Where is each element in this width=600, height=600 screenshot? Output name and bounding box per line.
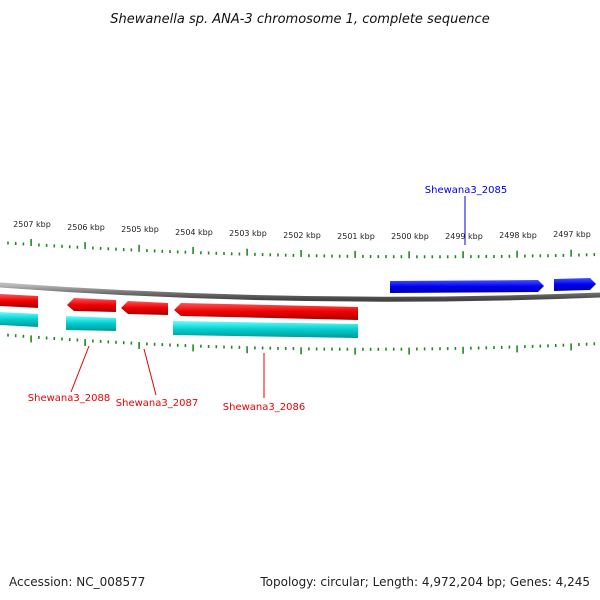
gene-label-shewana3-2086[interactable]: Shewana3_2086 (223, 402, 305, 413)
feature-block-shewana3-2088[interactable] (66, 316, 116, 331)
gene-arrow-shewana3-2087[interactable] (121, 301, 168, 315)
leader-line-shewana3-2088 (70, 345, 90, 393)
ruler-label: 2501 kbp (337, 232, 375, 241)
gene-arrow-shewana3-2085[interactable] (390, 280, 544, 293)
ruler-label: 2503 kbp (229, 229, 267, 238)
feature-block-shewana3-2086[interactable] (173, 321, 358, 338)
gene-label-shewana3-2085[interactable]: Shewana3_2085 (425, 185, 507, 196)
gene-label-shewana3-2087[interactable]: Shewana3_2087 (116, 398, 198, 409)
ruler-label: 2497 kbp (553, 230, 591, 239)
ruler-label: 2502 kbp (283, 231, 321, 240)
upper-tick-ruler (7, 239, 596, 259)
ruler-label: 2506 kbp (67, 223, 105, 232)
ruler-label: 2500 kbp (391, 232, 429, 241)
leader-line-shewana3-2087 (143, 348, 157, 396)
ruler-labels: 2507 kbp 2506 kbp 2505 kbp 2504 kbp 2503… (13, 220, 591, 241)
gene-arrow-partial-right[interactable] (554, 278, 596, 291)
ruler-label: 2505 kbp (121, 225, 159, 234)
feature-block-partial-left[interactable] (0, 312, 38, 327)
map-title: Shewanella sp. ANA-3 chromosome 1, compl… (110, 12, 489, 27)
reverse-strand-track (0, 294, 358, 320)
ruler-label: 2504 kbp (175, 228, 213, 237)
genome-stats-text: Topology: circular; Length: 4,972,204 bp… (259, 575, 590, 589)
chromosome-backbone (0, 282, 600, 302)
ruler-label: 2498 kbp (499, 231, 537, 240)
lower-tick-ruler (7, 333, 596, 355)
gene-label-shewana3-2088[interactable]: Shewana3_2088 (28, 393, 110, 404)
accession-text: Accession: NC_008577 (9, 575, 145, 589)
gene-labels: Shewana3_2085 Shewana3_2086 Shewana3_208… (28, 185, 507, 413)
gene-arrow-shewana3-2086[interactable] (174, 303, 358, 320)
ruler-label: 2499 kbp (445, 232, 483, 241)
forward-strand-track (390, 278, 596, 293)
gene-arrow-partial-left[interactable] (0, 294, 38, 308)
ruler-label: 2507 kbp (13, 220, 51, 229)
feature-track (0, 312, 358, 338)
gene-arrow-shewana3-2088[interactable] (67, 298, 116, 312)
